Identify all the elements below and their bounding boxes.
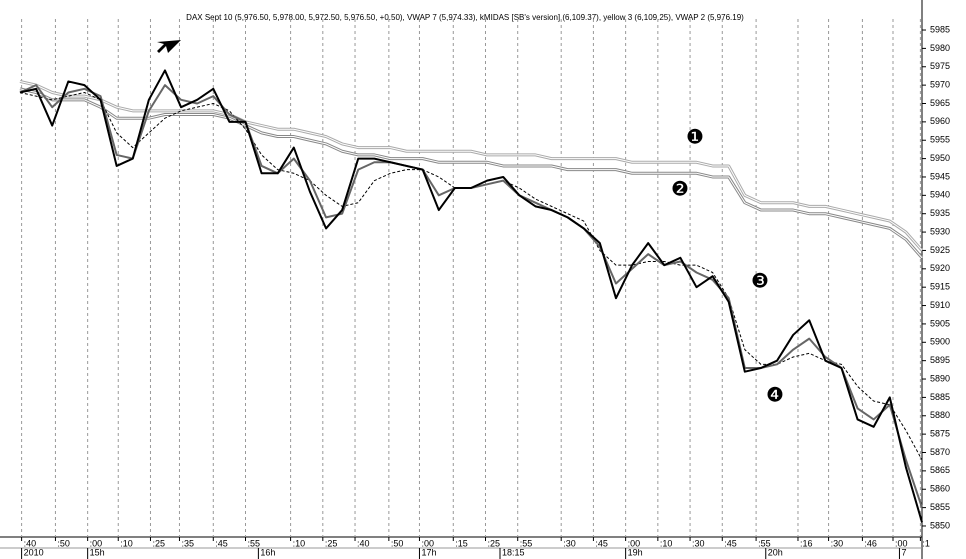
y-tick-label: 5965 (930, 98, 950, 108)
y-tick-label: 5915 (930, 282, 950, 292)
x-tick-label: :10 (120, 538, 133, 548)
x-tick-label: :50 (57, 538, 70, 548)
y-tick-label: 5985 (930, 24, 950, 34)
y-tick-label: 5950 (930, 153, 950, 163)
x-tick-label: :35 (181, 538, 194, 548)
x-tick-label: :1 (922, 538, 930, 548)
x-tick-label: :10 (660, 538, 673, 548)
x-tick-label: 20h (768, 547, 783, 557)
y-tick-label: 5880 (930, 410, 950, 420)
x-tick-label: :40 (357, 538, 370, 548)
y-tick-label: 5860 (930, 484, 950, 494)
y-tick-label: 5935 (930, 208, 950, 218)
y-tick-label: 5970 (930, 80, 950, 90)
y-tick-label: 5940 (930, 190, 950, 200)
chart-title: DAX Sept 10 (5,976.50, 5,978.00, 5,972.5… (186, 13, 744, 22)
annotation: ❸ (751, 270, 769, 292)
x-tick-label: 7 (901, 547, 906, 557)
arrow (157, 40, 181, 53)
y-tick-label: 5925 (930, 245, 950, 255)
series-line-inner (19, 88, 923, 259)
x-tick-label: :55 (248, 538, 261, 548)
x-tick-label: :25 (487, 538, 500, 548)
x-tick-label: :30 (831, 538, 844, 548)
x-tick-label: :30 (692, 538, 705, 548)
x-tick-label: :00 (895, 538, 908, 548)
y-tick-label: 5875 (930, 429, 950, 439)
y-tick-label: 5910 (930, 300, 950, 310)
x-tick-label: :45 (595, 538, 608, 548)
y-tick-label: 5895 (930, 355, 950, 365)
y-tick-label: 5855 (930, 502, 950, 512)
y-tick-label: 5870 (930, 447, 950, 457)
x-tick-label: :16 (800, 538, 813, 548)
x-tick-label: :46 (864, 538, 877, 548)
series-line-inner (19, 80, 923, 251)
y-tick-label: 5900 (930, 337, 950, 347)
x-tick-label: 2010 (24, 547, 44, 557)
annotation: ❷ (671, 178, 689, 200)
y-tick-label: 5975 (930, 61, 950, 71)
y-tick-label: 5980 (930, 43, 950, 53)
x-tick-label: :10 (293, 538, 306, 548)
x-tick-label: 19h (628, 547, 643, 557)
x-tick-label: 17h (421, 547, 436, 557)
x-tick-label: :15 (455, 538, 468, 548)
x-tick-label: :00 (90, 538, 103, 548)
y-tick-label: 5930 (930, 226, 950, 236)
x-tick-label: 15h (90, 547, 105, 557)
annotation: ❹ (766, 384, 784, 406)
x-tick-label: :25 (325, 538, 338, 548)
x-tick-label: 18:15 (502, 547, 525, 557)
y-tick-label: 5905 (930, 318, 950, 328)
x-tick-label: :55 (520, 538, 533, 548)
x-tick-label: :45 (215, 538, 228, 548)
y-tick-label: 5865 (930, 465, 950, 475)
y-tick-label: 5920 (930, 263, 950, 273)
x-tick-label: :40 (24, 538, 37, 548)
y-tick-label: 5885 (930, 392, 950, 402)
x-tick-label: :25 (152, 538, 165, 548)
x-tick-label: :00 (421, 538, 434, 548)
y-tick-label: 5850 (930, 520, 950, 530)
series-line (19, 69, 923, 523)
x-tick-label: :30 (563, 538, 576, 548)
y-tick-label: 5945 (930, 171, 950, 181)
annotation: ❶ (686, 126, 704, 148)
y-tick-label: 5960 (930, 116, 950, 126)
x-tick-label: :45 (724, 538, 737, 548)
y-tick-label: 5955 (930, 135, 950, 145)
x-tick-label: 16h (260, 547, 275, 557)
x-tick-label: :50 (391, 538, 404, 548)
y-tick-label: 5890 (930, 373, 950, 383)
x-tick-label: :55 (758, 538, 771, 548)
x-tick-label: :00 (628, 538, 641, 548)
series-line (19, 91, 923, 461)
